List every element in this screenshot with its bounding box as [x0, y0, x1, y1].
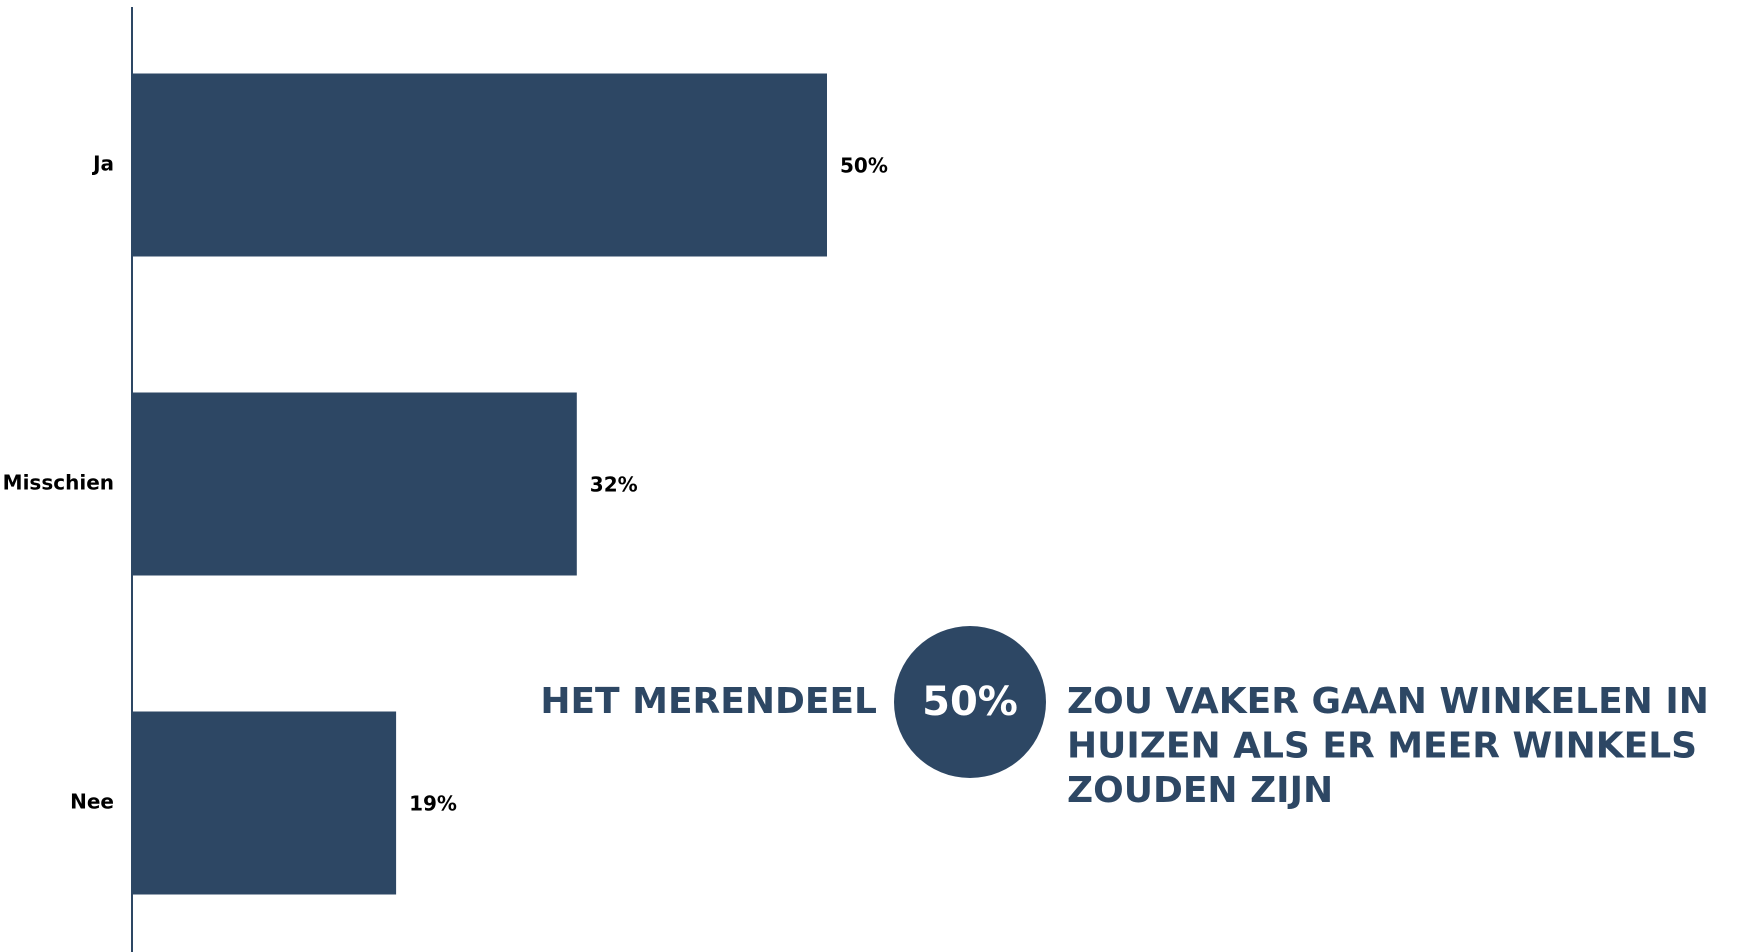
bar: [132, 711, 397, 895]
category-label: Nee: [70, 790, 114, 814]
callout-circle: [894, 626, 1046, 778]
bar: [132, 73, 827, 257]
value-label: 32%: [590, 473, 638, 497]
callout-lead: HET MERENDEEL: [540, 681, 877, 722]
callout-highlight: 50%: [922, 679, 1018, 725]
callout-text: ZOUDEN ZIJN: [1067, 770, 1333, 811]
value-label: 50%: [840, 154, 888, 178]
callout-text: ZOU VAKER GAAN WINKELEN IN: [1067, 681, 1709, 722]
callout-text: HUIZEN ALS ER MEER WINKELS: [1067, 726, 1697, 767]
bar: [132, 392, 577, 576]
category-label: Misschien: [3, 471, 114, 495]
category-label: Ja: [91, 152, 114, 176]
value-label: 19%: [409, 792, 457, 816]
